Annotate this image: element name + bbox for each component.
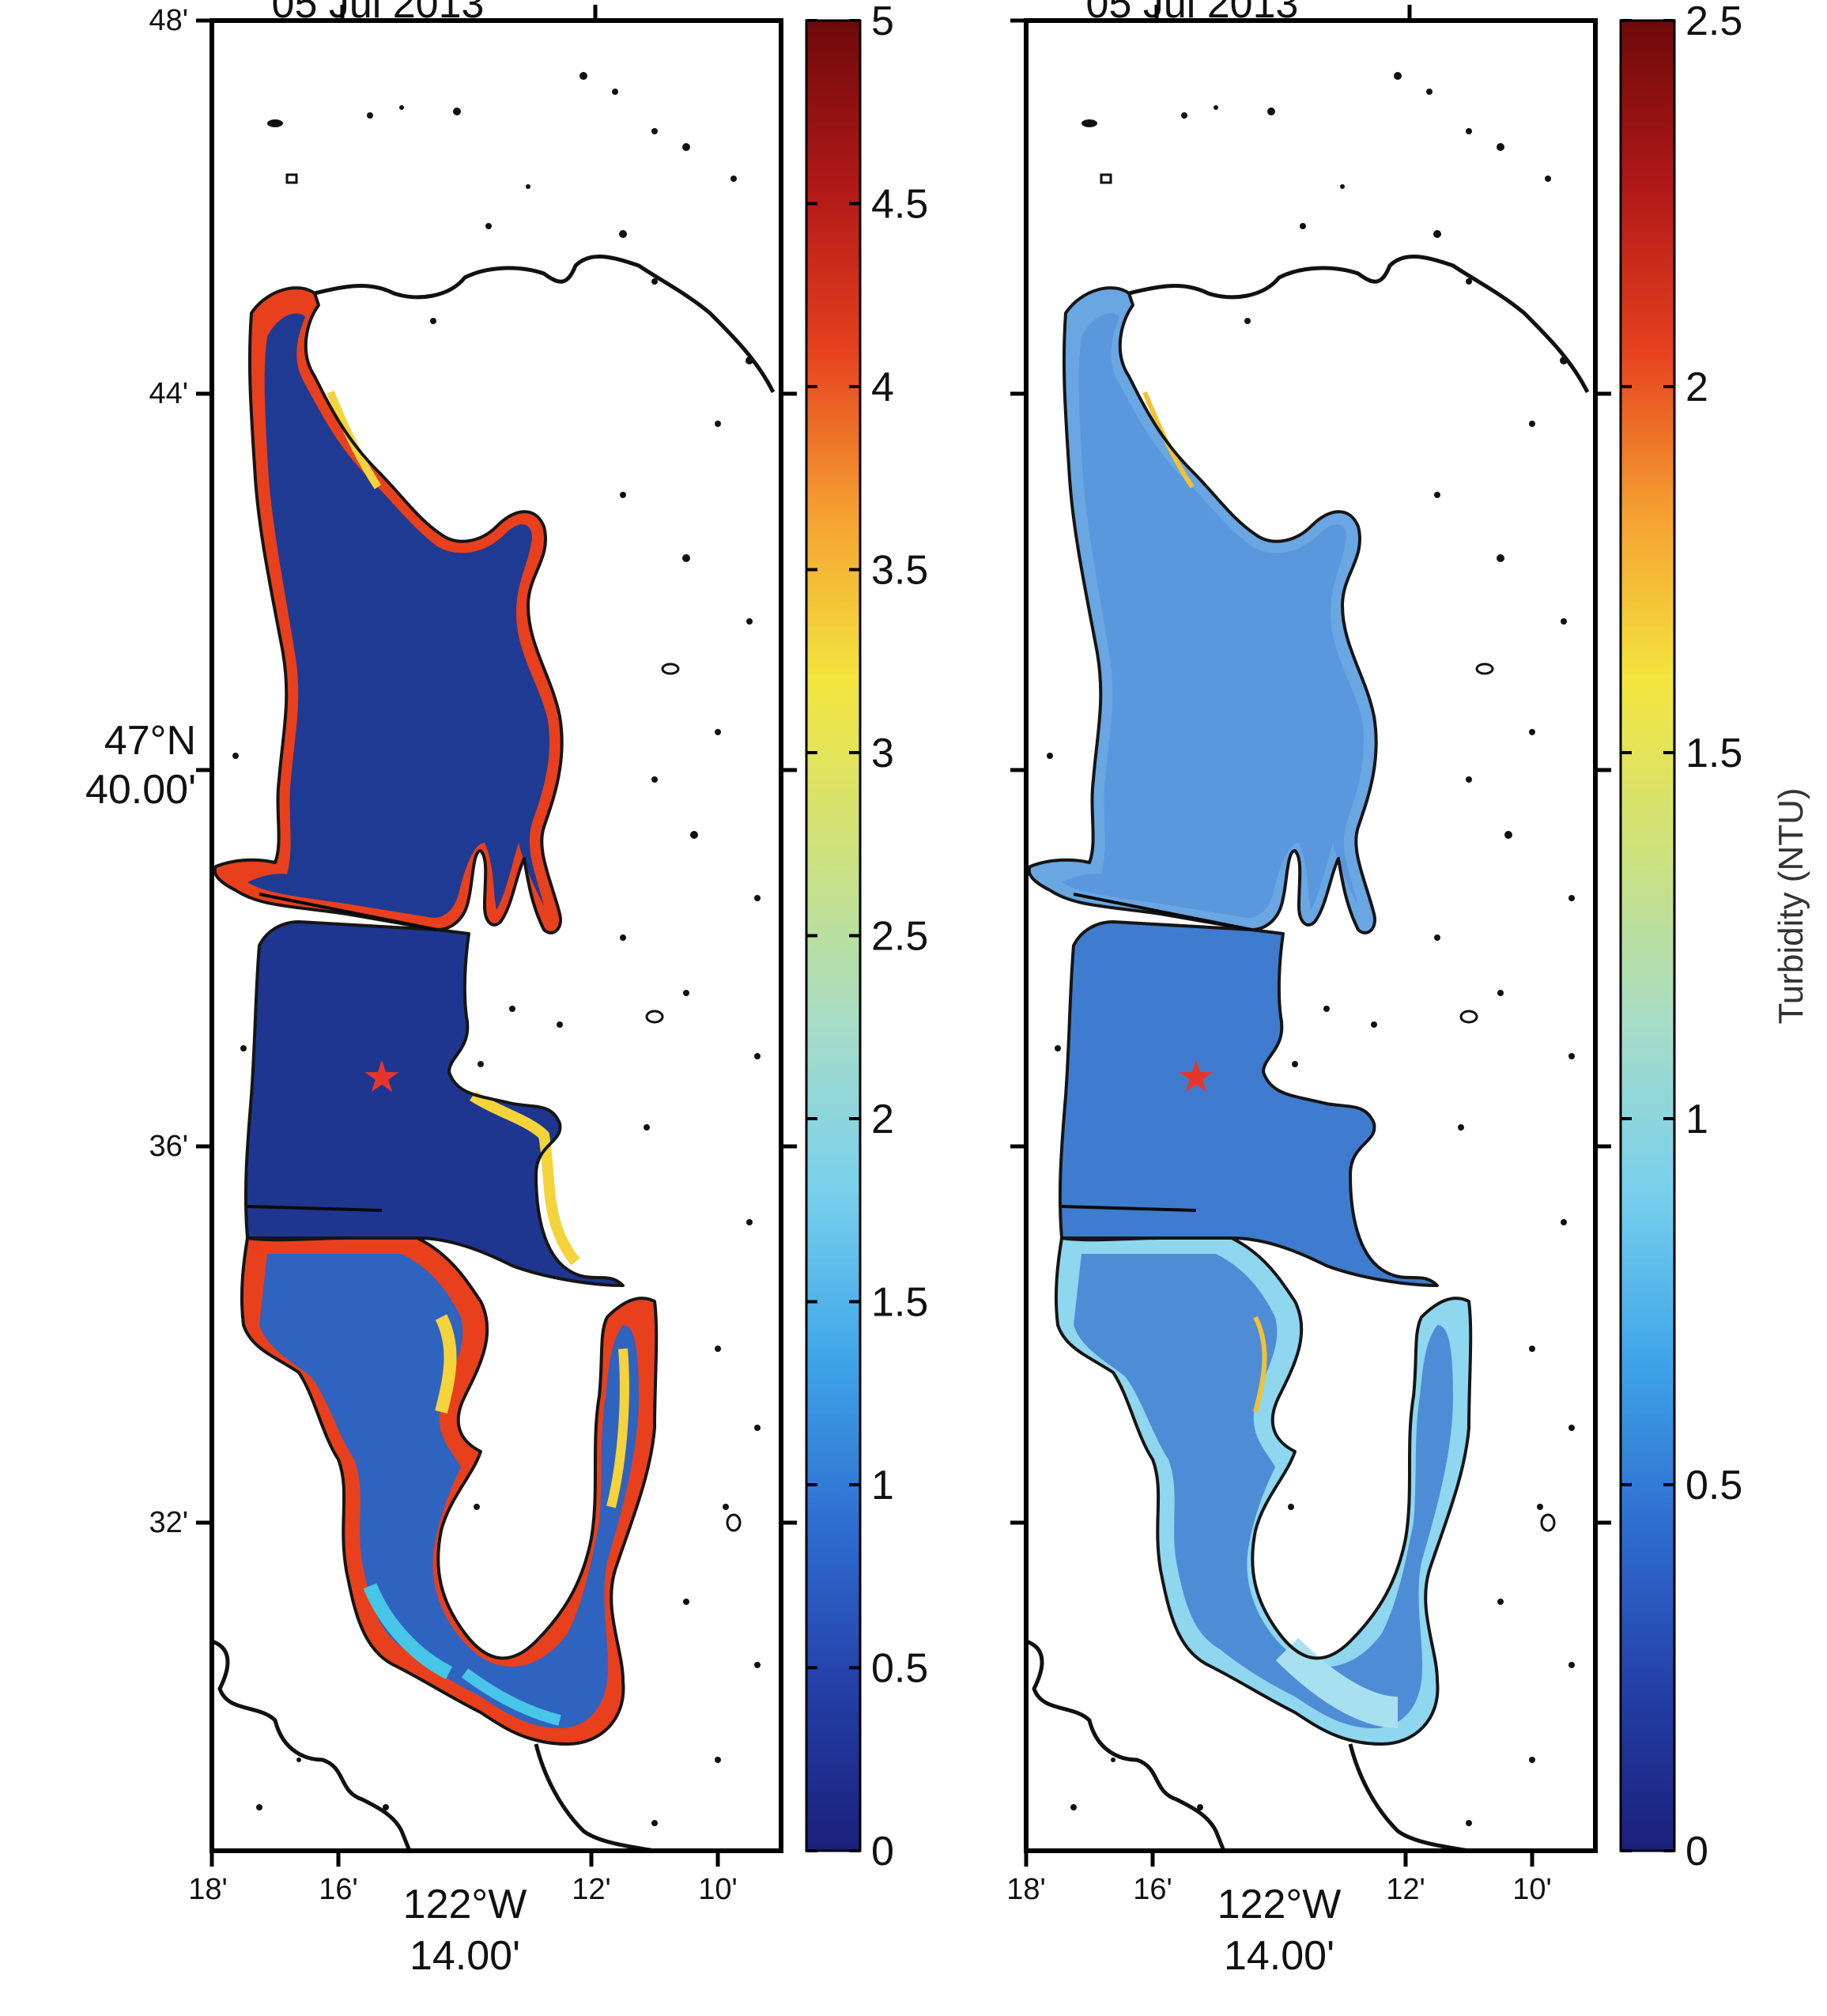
right-colorbar-tick-label: 1.5 — [1685, 731, 1742, 776]
left-colorbar-tick-label: 3 — [871, 731, 894, 776]
right-bridge-south — [1061, 1205, 1197, 1212]
left-colorbar-tick-label: 1.5 — [871, 1280, 928, 1326]
left-lat-center-min: 40.00' — [85, 767, 196, 813]
left-lat-label-32: 32' — [149, 1506, 188, 1539]
right-river — [1025, 1639, 1226, 1852]
right-lon-label-10: 10' — [1512, 1873, 1552, 1906]
left-colorbar: 5 4.5 4 3.5 3 2.5 2 1.5 1 0.5 0 — [805, 0, 928, 1874]
right-colorbar: 2.5 2 1.5 1 0.5 0 Turbidity (NTU) — [1619, 0, 1810, 1874]
left-colorbar-tick-label: 4 — [871, 364, 894, 410]
right-colorbar-tick-label: 0 — [1685, 1829, 1708, 1874]
left-river-2 — [534, 1743, 655, 1853]
left-station-star-icon: ★ — [362, 1051, 402, 1101]
right-colorbar-tick-label: 1 — [1685, 1097, 1708, 1142]
left-colorbar-tick-label: 5 — [871, 0, 894, 44]
left-bridge-north — [259, 893, 438, 931]
right-station-star-icon: ★ — [1176, 1051, 1216, 1101]
left-colorbar-tick-label: 2 — [871, 1097, 894, 1142]
right-bridge-north — [1073, 893, 1252, 931]
right-colorbar-gradient — [1619, 19, 1676, 1852]
right-lon-label-16: 16' — [1133, 1873, 1172, 1906]
left-lon-label-12: 12' — [572, 1873, 611, 1906]
left-colorbar-tick-label: 4.5 — [871, 182, 928, 228]
left-map-frame — [210, 18, 783, 1853]
right-lon-label-12: 12' — [1386, 1873, 1425, 1906]
left-colorbar-tick-label: 2.5 — [871, 914, 928, 960]
left-colorbar-tick-label: 0.5 — [871, 1646, 928, 1692]
right-lon-center-deg: 122°W — [1217, 1882, 1342, 1927]
left-lat-label-36: 36' — [149, 1130, 188, 1163]
right-colorbar-tick-label: 0.5 — [1685, 1463, 1742, 1508]
left-colorbar-tick-label: 3.5 — [871, 548, 928, 594]
left-bridge-south — [247, 1205, 383, 1212]
left-lon-label-18: 18' — [188, 1873, 228, 1906]
left-panel: 05 Jul 2013 — [85, 0, 797, 1979]
right-lon-center-min: 14.00' — [1224, 1933, 1334, 1979]
right-colorbar-tick-label: 2.5 — [1685, 0, 1742, 44]
right-bay-coastline — [1128, 254, 1590, 394]
left-colorbar-ticks: 5 4.5 4 3.5 3 2.5 2 1.5 1 0.5 0 — [806, 0, 928, 1874]
left-lon-label-10: 10' — [698, 1873, 738, 1906]
left-lon-label-16: 16' — [319, 1873, 358, 1906]
right-colorbar-ticks: 2.5 2 1.5 1 0.5 0 — [1621, 0, 1742, 1874]
left-river — [211, 1639, 412, 1852]
right-river-2 — [1348, 1743, 1470, 1853]
left-lat-label-48: 48' — [149, 4, 188, 37]
left-lake — [213, 286, 659, 1746]
left-bay-coastline — [314, 254, 776, 394]
right-lake — [1027, 286, 1473, 1746]
left-lon-center-min: 14.00' — [410, 1933, 520, 1979]
left-lat-label-44: 44' — [149, 377, 188, 410]
right-lon-label-18: 18' — [1006, 1873, 1046, 1906]
right-colorbar-title: Turbidity (NTU) — [1772, 787, 1810, 1024]
left-lon-center-deg: 122°W — [403, 1882, 527, 1927]
left-colorbar-tick-label: 0 — [871, 1829, 894, 1874]
left-lat-center-deg: 47°N — [104, 718, 196, 764]
right-colorbar-tick-label: 2 — [1685, 364, 1708, 410]
right-map-frame — [1024, 18, 1598, 1853]
right-panel: 05 Jul 2013 — [1006, 0, 1611, 1979]
left-colorbar-tick-label: 1 — [871, 1463, 894, 1508]
